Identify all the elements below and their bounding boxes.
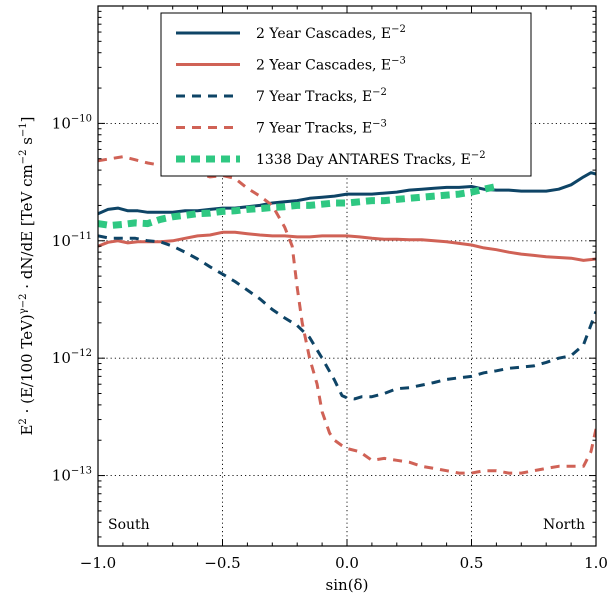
- series-line-4: [98, 183, 498, 229]
- x-tick-label: 0.5: [460, 554, 484, 572]
- series-line-0: [98, 171, 596, 216]
- legend: 2 Year Cascades, E−2 2 Year Cascades, E−3…: [160, 12, 532, 177]
- y-axis-label: E2 · (E/100 TeV)γ−2 · dN/dE [TeV cm−2 s−…: [18, 116, 36, 435]
- x-tick-label: −0.5: [204, 554, 240, 572]
- x-tick-label: 0.0: [335, 554, 359, 572]
- legend-label-0: 2 Year Cascades, E−2: [256, 24, 406, 42]
- tick-labels: −1.0 −0.5 0.0 0.5 1.0 10−10 10−11 10−12 10−13: [52, 113, 608, 572]
- y-tick-label: 10−12: [52, 348, 92, 367]
- axis-ticks: [97, 6, 597, 546]
- x-axis-label: sin(δ): [326, 576, 369, 594]
- series-line-1: [98, 230, 596, 262]
- south-label: South: [108, 517, 150, 533]
- legend-label-4: 1338 Day ANTARES Tracks, E−2: [256, 150, 486, 168]
- legend-box: [160, 12, 532, 177]
- y-tick-label: 10−13: [52, 466, 92, 485]
- legend-label-3: 7 Year Tracks, E−3: [256, 119, 387, 137]
- x-tick-label: −1.0: [80, 554, 116, 572]
- x-tick-label: 1.0: [584, 554, 608, 572]
- legend-label-1: 2 Year Cascades, E−3: [256, 56, 406, 74]
- legend-label-2: 7 Year Tracks, E−2: [256, 87, 387, 105]
- north-label: North: [543, 517, 585, 533]
- y-tick-label: 10−11: [52, 231, 92, 250]
- y-tick-label: 10−10: [52, 113, 92, 132]
